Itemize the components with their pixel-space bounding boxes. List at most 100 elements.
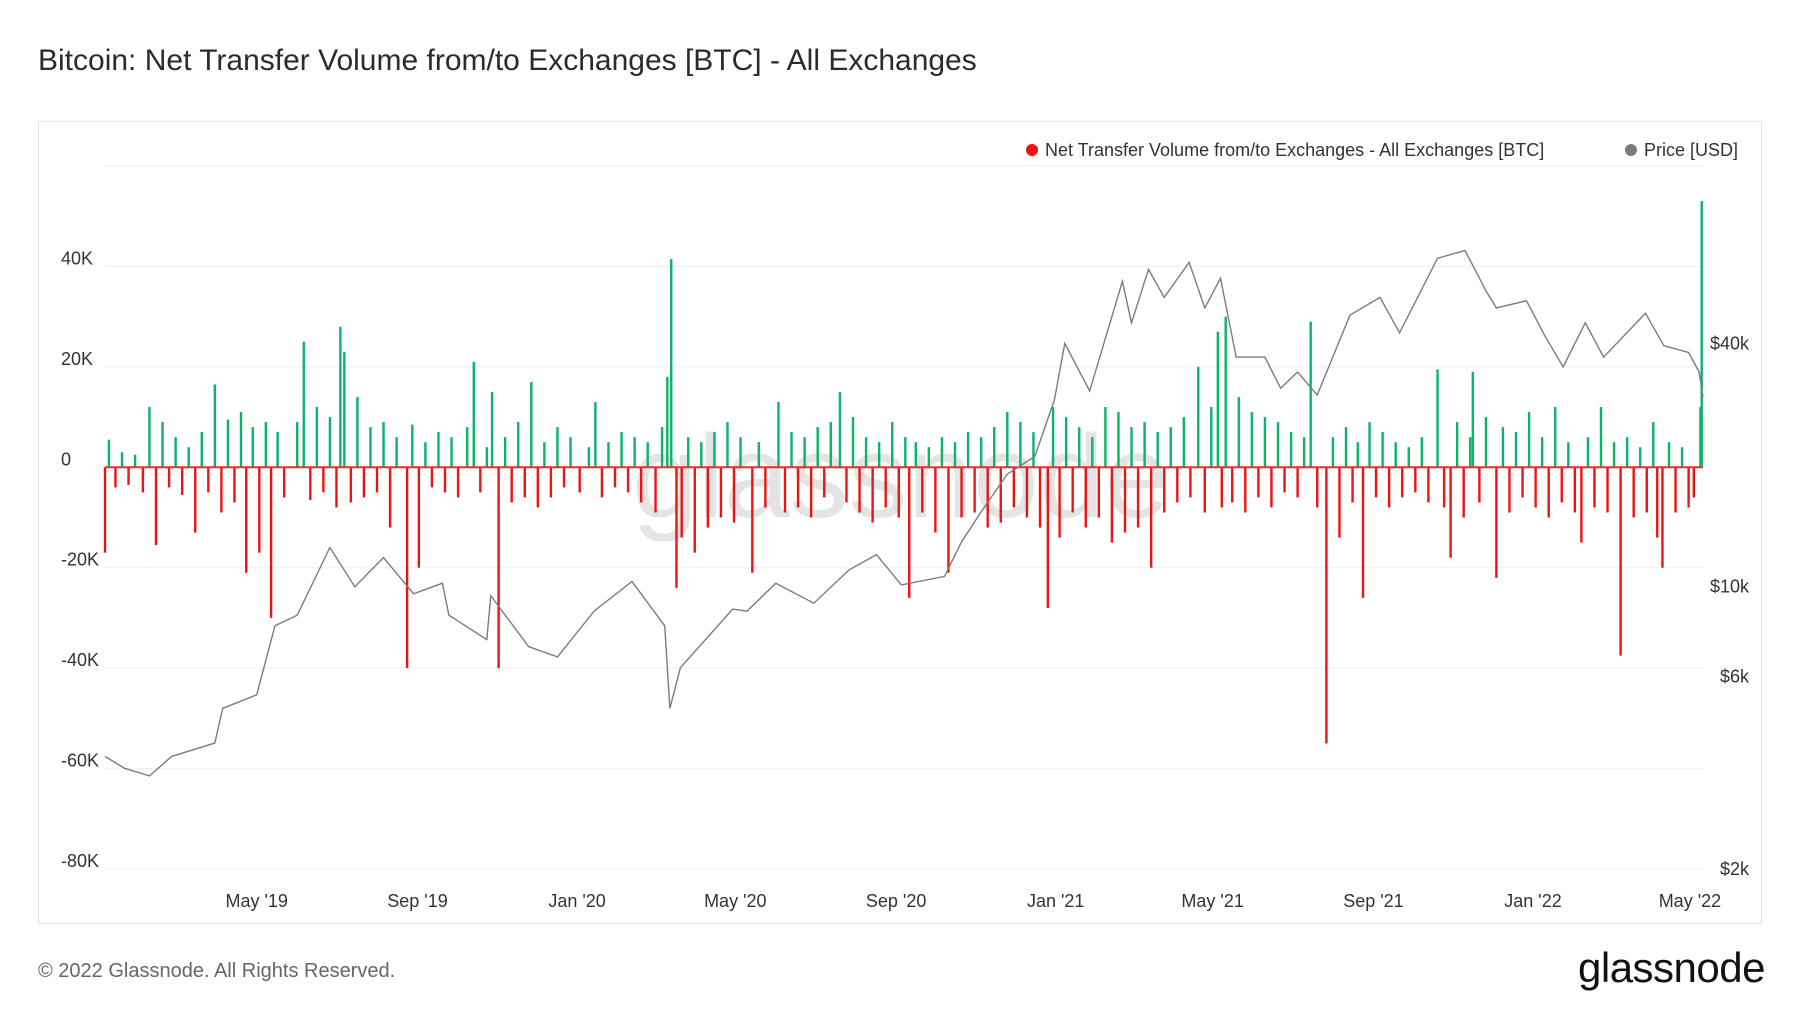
x-axis-tick-label: Sep '20 [866, 891, 927, 911]
flow-bar [1136, 467, 1140, 528]
flow-bar [713, 432, 716, 468]
flow-bar [1652, 422, 1655, 468]
x-axis-labels: May '19 Sep '19 Jan '20 May '20 Sep '20 Jan '… [225, 891, 1721, 911]
left-axis-tick-label: 40K [61, 248, 93, 268]
flow-bar [1427, 467, 1430, 503]
flow-bar [940, 437, 944, 468]
left-axis-labels: 40K 20K 0 -20K -40K -60K -80K [61, 248, 99, 871]
flow-bar [646, 442, 649, 468]
flow-bar [1674, 467, 1677, 513]
flow-bar [639, 467, 643, 503]
flow-bar [1554, 407, 1557, 468]
flow-bar [1514, 432, 1518, 468]
flow-bar [382, 422, 385, 468]
flow-bar [233, 467, 236, 503]
flow-bar [1667, 442, 1671, 468]
legend-label-net-flow[interactable]: Net Transfer Volume from/to Exchanges - … [1045, 140, 1544, 160]
flow-bar [999, 467, 1002, 523]
net-flow-bars [103, 201, 1703, 744]
flow-bar [914, 442, 917, 468]
flow-bar [838, 391, 842, 468]
flow-bar [1462, 467, 1465, 518]
flow-bar [1593, 467, 1596, 508]
flow-bar [1560, 467, 1563, 503]
flow-bar [1680, 447, 1684, 468]
flow-bar [549, 467, 553, 498]
flow-bar [1547, 467, 1550, 518]
flow-bar [200, 432, 203, 468]
flow-bar [523, 467, 526, 498]
flow-bar [1097, 467, 1101, 518]
flow-bar [927, 447, 931, 468]
flow-bar [472, 361, 475, 468]
flow-bar [411, 424, 414, 468]
flow-bar [1130, 427, 1133, 468]
flow-bar [891, 422, 894, 468]
flow-bar [1163, 467, 1166, 513]
flow-bar [1639, 447, 1642, 468]
flow-bar [1203, 467, 1206, 513]
flow-bar [1257, 467, 1260, 498]
flow-bar [1692, 467, 1696, 498]
flow-bar [1231, 467, 1234, 503]
flow-bar [1449, 467, 1452, 558]
flow-bar [719, 467, 723, 518]
left-axis-tick-label: 20K [61, 349, 93, 369]
flow-bar [497, 467, 500, 669]
flow-bar [1351, 467, 1354, 503]
flow-bar [1084, 467, 1087, 528]
flow-bar [424, 442, 427, 468]
flow-bar [1632, 467, 1635, 518]
flow-bar [693, 467, 696, 553]
x-axis-tick-label: May '22 [1659, 891, 1721, 911]
flow-bar [1046, 467, 1050, 608]
flow-bar [1104, 407, 1107, 468]
flow-bar [503, 437, 507, 468]
flow-bar [1469, 437, 1472, 468]
flow-bar [328, 417, 332, 468]
flow-bar [1012, 467, 1016, 508]
price-line [104, 249, 1704, 777]
flow-bar [816, 427, 819, 468]
flow-bar [1471, 371, 1475, 468]
flow-bar [1567, 442, 1570, 468]
flow-bar [536, 467, 540, 508]
flow-bar [1606, 467, 1609, 513]
flow-bar [443, 467, 447, 493]
flow-bar [388, 467, 392, 528]
flow-bar [1700, 201, 1703, 468]
flow-bar [973, 467, 976, 513]
flow-bar [485, 447, 489, 468]
flow-bar [450, 437, 453, 468]
flow-bar [934, 467, 937, 533]
flow-bar [1237, 396, 1240, 468]
flow-bar [1051, 407, 1055, 468]
flow-bar [1091, 437, 1094, 468]
flow-bar [1612, 442, 1616, 468]
flow-bar [1586, 437, 1590, 468]
flow-bar [1019, 422, 1022, 468]
flow-bar [258, 467, 261, 553]
flow-bar [613, 467, 617, 488]
left-axis-tick-label: -40K [61, 650, 99, 670]
flow-bar [1580, 467, 1583, 543]
flow-bar [114, 467, 117, 488]
flow-bar [953, 442, 957, 468]
flow-bar [1038, 467, 1042, 528]
flow-bar [1071, 467, 1074, 513]
flow-bar [1540, 437, 1544, 468]
flow-bar [174, 437, 177, 468]
flow-bar [877, 442, 881, 468]
flow-bar [335, 467, 338, 508]
flow-bar [1176, 467, 1179, 503]
flow-bar [620, 432, 623, 468]
flow-bar [1368, 422, 1371, 468]
left-axis-tick-label: 0 [61, 449, 71, 469]
legend-label-price[interactable]: Price [USD] [1644, 140, 1738, 160]
flow-bar [239, 412, 243, 468]
x-axis-tick-label: Jan '21 [1027, 891, 1084, 911]
flow-bar [309, 467, 312, 500]
flow-bar [1220, 467, 1223, 508]
flow-bar [600, 467, 604, 498]
flow-bar [1302, 437, 1306, 468]
